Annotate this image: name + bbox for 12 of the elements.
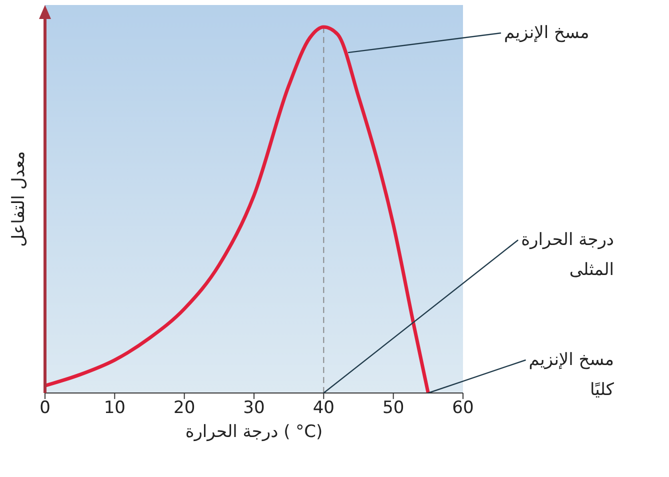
annotation: مسخ الإنزيم كليًا (528, 350, 614, 400)
x-tick-label: 50 (382, 398, 404, 418)
annotation: مسخ الإنزيم (504, 23, 590, 43)
x-tick-label: 0 (40, 398, 50, 418)
x-tick-label: 60 (452, 398, 474, 418)
x-axis-title: درجة الحرارة ( °C) (185, 422, 323, 442)
x-tick-label: 30 (243, 398, 265, 418)
x-tick-label: 20 (174, 398, 196, 418)
x-tick-label: 10 (104, 398, 126, 418)
x-tick-label: 40 (312, 398, 334, 418)
annotation: درجة الحرارة المثلى (521, 230, 614, 280)
y-axis-title: معدل التفاعل (9, 151, 29, 247)
